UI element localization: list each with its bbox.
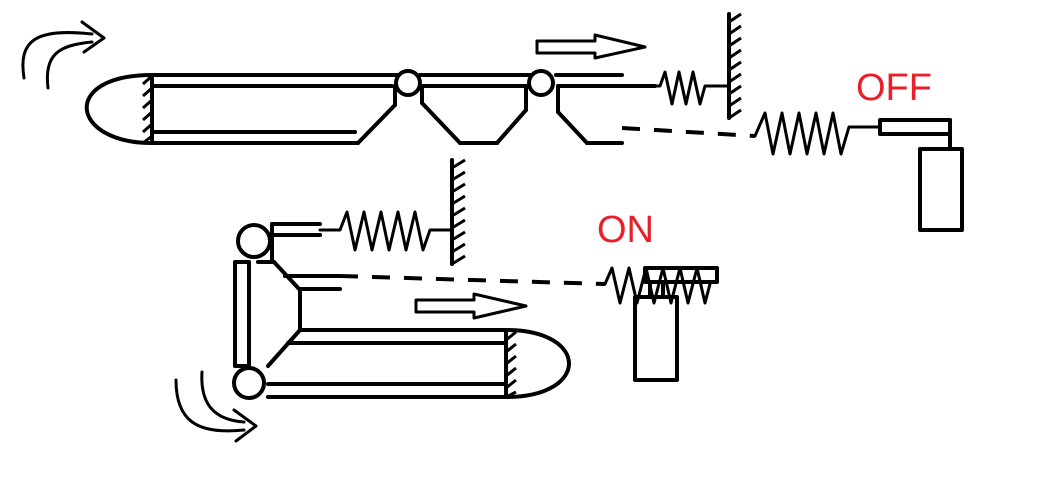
pivot-joint (527, 69, 555, 97)
switch-off (878, 118, 964, 232)
off-label: OFF (856, 67, 932, 109)
flow-arrow-icon (21, 20, 106, 90)
hatched-wall-middle (450, 158, 466, 266)
on-label: ON (597, 209, 654, 251)
pivot-joint (236, 223, 272, 259)
pivot-joint (232, 366, 266, 400)
switch-spring (753, 111, 882, 156)
hatched-wall-right (727, 12, 742, 120)
pivot-joint (394, 69, 422, 97)
switch-on (633, 266, 719, 382)
hatched-wall-piston (504, 328, 517, 399)
piston-nose (84, 73, 154, 145)
linkage-body (150, 73, 657, 145)
return-spring (653, 70, 731, 106)
dashed-link (339, 274, 606, 286)
direction-arrow-icon (535, 33, 647, 60)
return-spring (318, 210, 454, 252)
flow-arrow-icon (174, 370, 258, 443)
piston-nose (504, 328, 571, 399)
top-assembly: OFF (21, 12, 964, 232)
bottom-assembly: ON (174, 158, 719, 443)
linkage-body (233, 222, 508, 399)
dashed-link (621, 126, 756, 138)
direction-arrow-icon (414, 292, 528, 320)
switch-spring (603, 266, 712, 305)
